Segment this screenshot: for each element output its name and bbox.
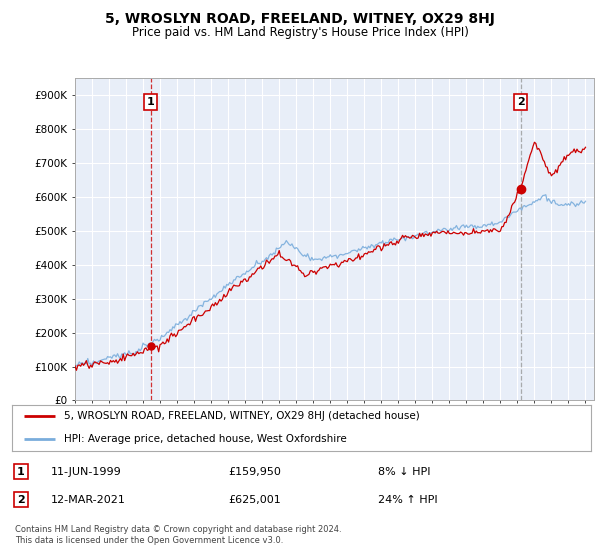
Text: £159,950: £159,950 [228, 466, 281, 477]
Text: 2: 2 [17, 494, 25, 505]
Text: HPI: Average price, detached house, West Oxfordshire: HPI: Average price, detached house, West… [64, 435, 347, 444]
Text: 1: 1 [146, 97, 154, 107]
Text: £625,001: £625,001 [228, 494, 281, 505]
Text: 11-JUN-1999: 11-JUN-1999 [51, 466, 122, 477]
Text: 5, WROSLYN ROAD, FREELAND, WITNEY, OX29 8HJ (detached house): 5, WROSLYN ROAD, FREELAND, WITNEY, OX29 … [64, 412, 420, 421]
Text: 2: 2 [517, 97, 524, 107]
Text: Contains HM Land Registry data © Crown copyright and database right 2024.
This d: Contains HM Land Registry data © Crown c… [15, 525, 341, 545]
Text: 5, WROSLYN ROAD, FREELAND, WITNEY, OX29 8HJ: 5, WROSLYN ROAD, FREELAND, WITNEY, OX29 … [105, 12, 495, 26]
Text: 24% ↑ HPI: 24% ↑ HPI [378, 494, 437, 505]
Text: Price paid vs. HM Land Registry's House Price Index (HPI): Price paid vs. HM Land Registry's House … [131, 26, 469, 39]
Text: 1: 1 [17, 466, 25, 477]
Text: 12-MAR-2021: 12-MAR-2021 [51, 494, 126, 505]
Text: 8% ↓ HPI: 8% ↓ HPI [378, 466, 431, 477]
